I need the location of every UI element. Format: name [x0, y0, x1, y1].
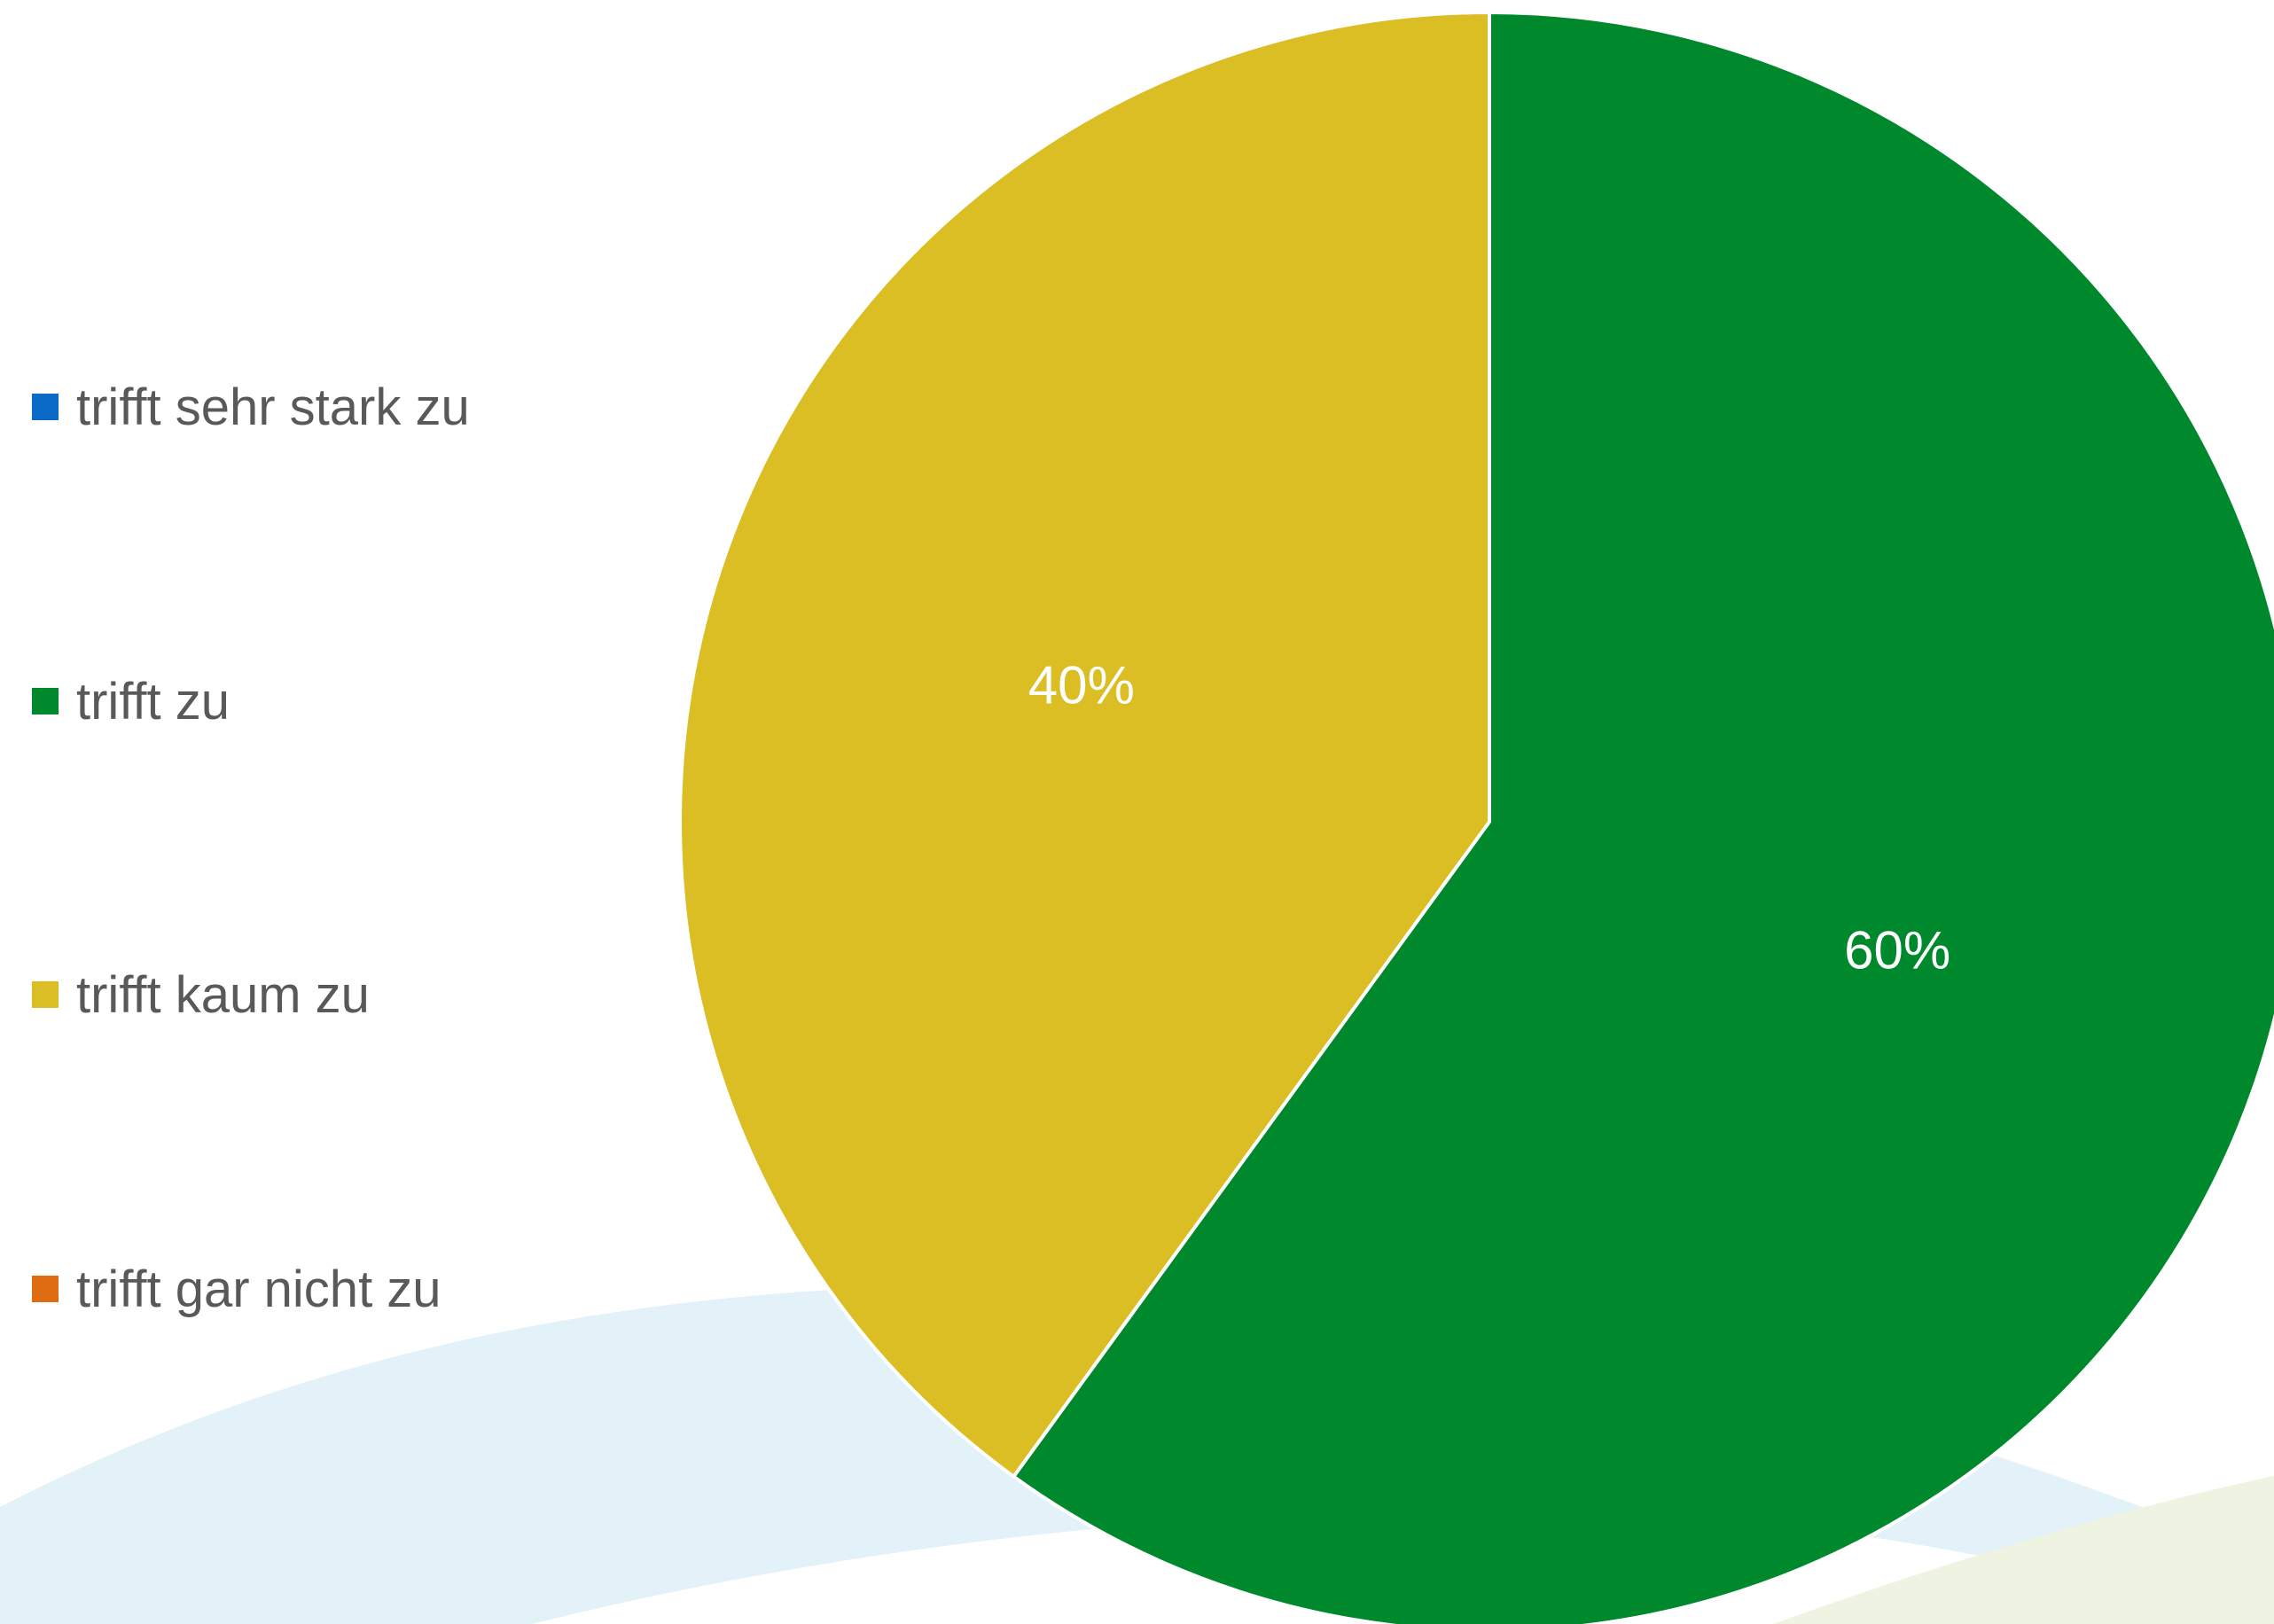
pie-slice-1 [1012, 11, 2274, 1624]
legend-swatch [32, 981, 59, 1008]
legend-label: trifft gar nicht zu [76, 1260, 442, 1318]
pie-slice-labels: 60% 40% [1028, 655, 1951, 980]
legend-item-1: trifft zu [32, 666, 230, 737]
legend-swatch [32, 1276, 59, 1302]
background-arc-green [1773, 1476, 2274, 1624]
legend-label: trifft kaum zu [76, 965, 370, 1024]
legend-swatch [32, 688, 59, 714]
legend: trifft sehr stark zu trifft zu trifft kaum… [32, 0, 670, 1624]
pie-slice-label-1: 60% [1844, 920, 1950, 980]
pie-slices [678, 11, 2274, 1624]
pie-slice-label-2: 40% [1028, 655, 1135, 714]
legend-swatch [32, 394, 59, 420]
legend-label: trifft sehr stark zu [76, 378, 470, 436]
legend-item-3: trifft gar nicht zu [32, 1253, 442, 1324]
legend-item-0: trifft sehr stark zu [32, 371, 470, 442]
legend-label: trifft zu [76, 672, 230, 730]
pie-slice-2 [678, 11, 1491, 1479]
legend-item-2: trifft kaum zu [32, 959, 370, 1030]
